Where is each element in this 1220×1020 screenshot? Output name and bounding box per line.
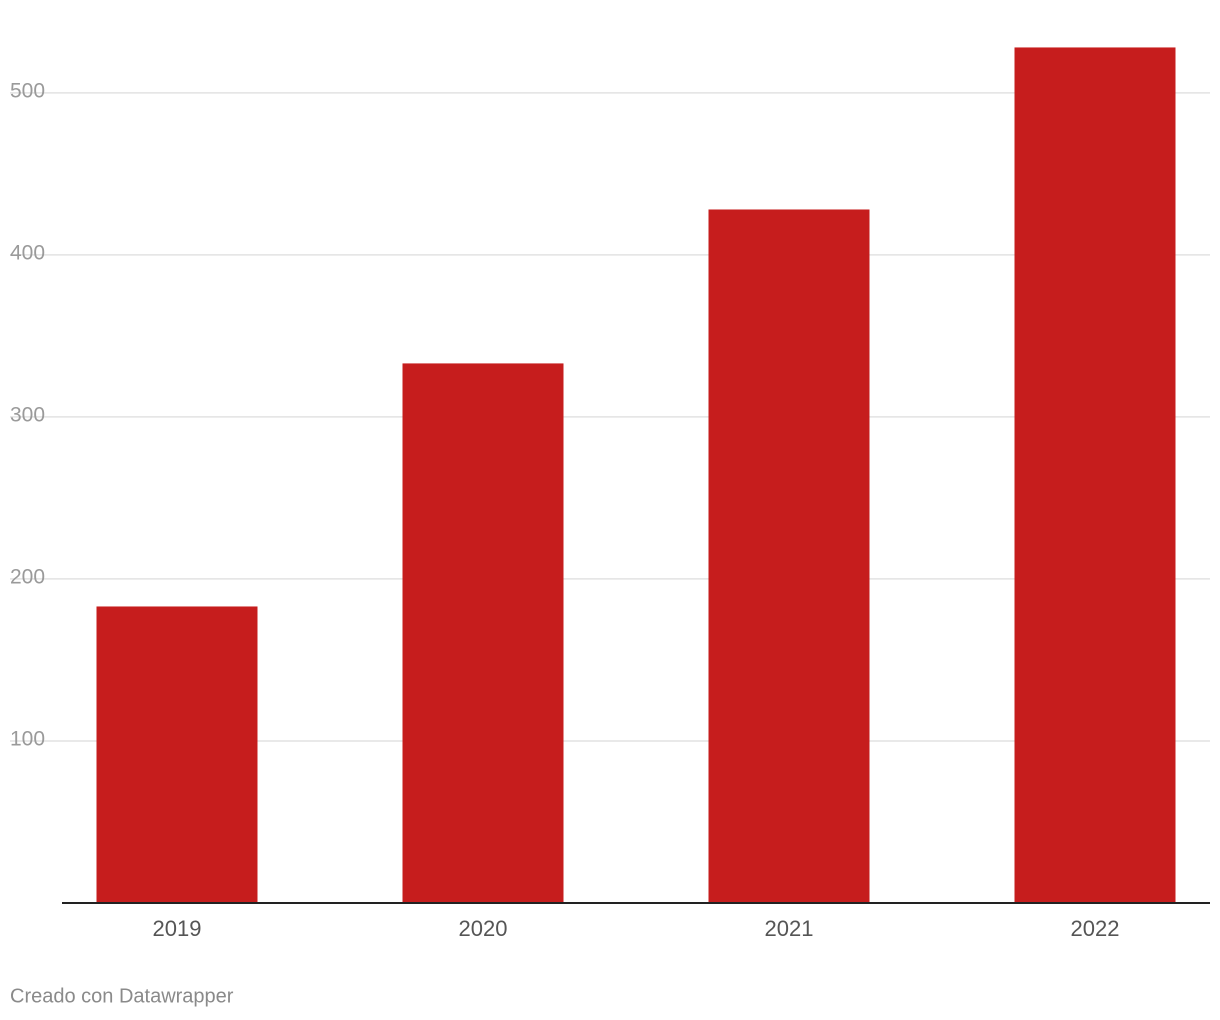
- bar: [402, 363, 564, 904]
- x-tick-label: 2020: [459, 916, 508, 941]
- x-tick-label: 2022: [1071, 916, 1120, 941]
- y-tick-label: 100: [10, 728, 45, 751]
- x-tick-label: 2021: [765, 916, 814, 941]
- bar: [96, 606, 258, 903]
- y-tick-label: 200: [10, 565, 45, 588]
- y-tick-label: 500: [10, 79, 45, 102]
- y-tick-label: 400: [10, 241, 45, 264]
- bar: [708, 209, 870, 904]
- credit: Creado con Datawrapper: [10, 985, 234, 1007]
- x-tick-label: 2019: [153, 916, 202, 941]
- y-tick-label: 300: [10, 403, 45, 426]
- bar: [1014, 47, 1176, 903]
